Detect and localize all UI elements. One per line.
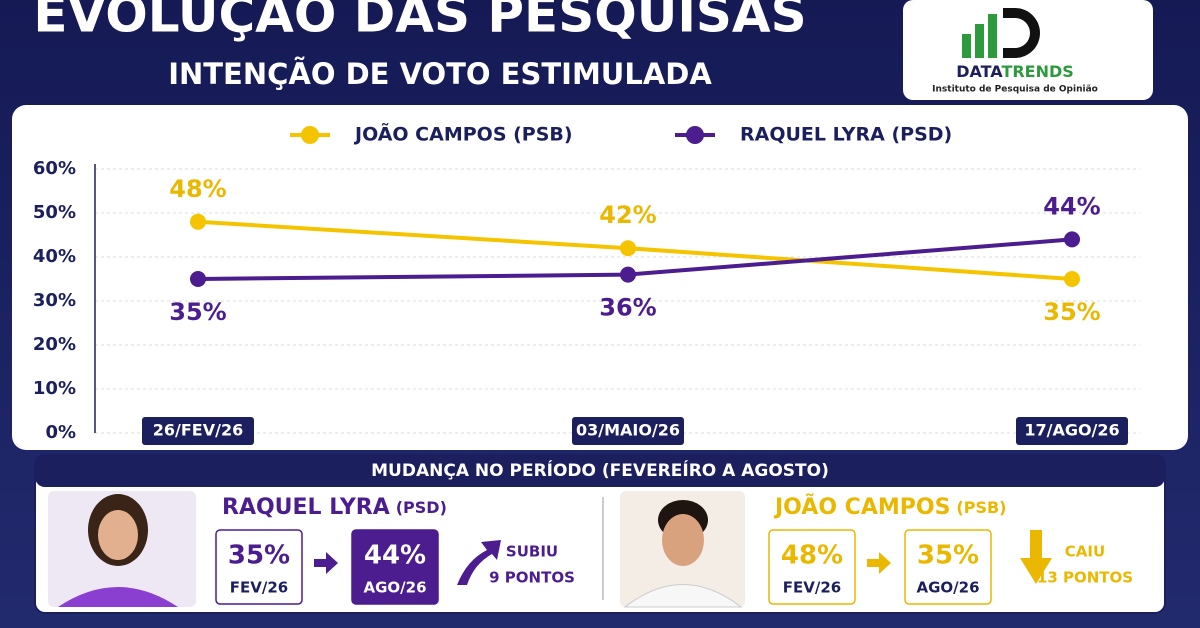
- value-period: AGO/26: [363, 579, 426, 597]
- y-tick-label: 20%: [33, 334, 76, 355]
- photo: [620, 491, 745, 608]
- logo-tagline: Instituto de Pesquisa de Opinião: [932, 85, 1098, 95]
- y-tick-label: 60%: [33, 158, 76, 179]
- trend-arrow: [457, 540, 501, 585]
- change-text: SUBIU: [506, 543, 558, 561]
- data-label: 42%: [599, 201, 656, 229]
- data-label: 36%: [599, 294, 656, 322]
- change-text: 9 PONTOS: [489, 569, 575, 587]
- subtitle: INTENÇÃO DE VOTO ESTIMULADA: [168, 57, 712, 91]
- photo-face: [98, 510, 138, 560]
- point: [1064, 271, 1080, 287]
- x-tick-label: 17/AGO/26: [1024, 421, 1119, 440]
- summary-header: MUDANÇA NO PERÍODO (FEVEREÍRO A AGOSTO): [371, 459, 829, 481]
- x-tick-label: 26/FEV/26: [153, 421, 243, 440]
- arrow: [314, 552, 338, 574]
- logo: DATATRENDS Instituto de Pesquisa de Opin…: [903, 0, 1153, 100]
- logo-name: DATATRENDS: [956, 62, 1074, 81]
- value-text: 35%: [917, 541, 979, 571]
- data-label: 35%: [1043, 298, 1100, 326]
- data-label: 48%: [169, 175, 226, 203]
- logo-d: [1003, 8, 1040, 58]
- chart-card: [12, 105, 1188, 450]
- legend-marker: [301, 126, 319, 144]
- value-period: AGO/26: [916, 579, 979, 597]
- logo-bar: [975, 24, 984, 58]
- y-tick-label: 30%: [33, 290, 76, 311]
- data-label: 44%: [1043, 192, 1100, 220]
- summary-header-bar: [35, 455, 1165, 487]
- value-box: [351, 529, 439, 605]
- value-period: FEV/26: [783, 579, 841, 597]
- photo-shirt: [58, 587, 178, 607]
- candidate-name-text: JOÃO CAMPOS: [773, 494, 950, 520]
- point: [620, 266, 636, 283]
- candidate-party: (PSD): [396, 498, 447, 517]
- legend-label: JOÃO CAMPOS (PSB): [353, 122, 573, 146]
- candidate-name-text: RAQUEL LYRA: [222, 495, 390, 520]
- legend-marker: [686, 126, 704, 144]
- candidate-party: (PSB): [956, 498, 1006, 517]
- value-period: FEV/26: [230, 579, 288, 597]
- x-tick-box: [1016, 417, 1128, 445]
- y-tick-label: 0%: [45, 422, 76, 443]
- arrow: [867, 552, 891, 574]
- point: [620, 240, 636, 257]
- point: [1064, 231, 1080, 248]
- change-text: CAIU: [1065, 543, 1105, 561]
- title: EVOLUÇÃO DAS PESQUISAS: [33, 0, 806, 44]
- trend-arrow: [1020, 530, 1052, 584]
- candidate-name: RAQUEL LYRA (PSD): [222, 495, 447, 520]
- value-text: 48%: [781, 541, 843, 571]
- value-text: 35%: [228, 541, 290, 571]
- x-tick-label: 03/MAIO/26: [576, 421, 680, 440]
- point: [190, 271, 206, 287]
- y-tick-label: 10%: [33, 378, 76, 399]
- change-text: 13 PONTOS: [1037, 569, 1133, 587]
- point: [190, 213, 206, 230]
- logo-name-part: DATA: [956, 62, 1003, 81]
- candidate-name: JOÃO CAMPOS (PSB): [773, 494, 1007, 520]
- y-tick-label: 50%: [33, 202, 76, 223]
- photo: [48, 491, 196, 607]
- value-box: [215, 529, 303, 605]
- logo-name-part: TRENDS: [1001, 62, 1073, 81]
- photo-shirt: [623, 584, 743, 608]
- y-tick-label: 40%: [33, 246, 76, 267]
- value-box: [904, 529, 992, 605]
- logo-bar: [988, 14, 997, 58]
- x-tick-box: [142, 417, 254, 445]
- logo-bar: [962, 34, 971, 58]
- photo-face: [662, 514, 704, 566]
- legend-label: RAQUEL LYRA (PSD): [740, 124, 952, 146]
- value-text: 44%: [364, 541, 426, 571]
- value-box: [768, 529, 856, 605]
- data-label: 35%: [169, 298, 226, 326]
- x-tick-box: [572, 417, 684, 445]
